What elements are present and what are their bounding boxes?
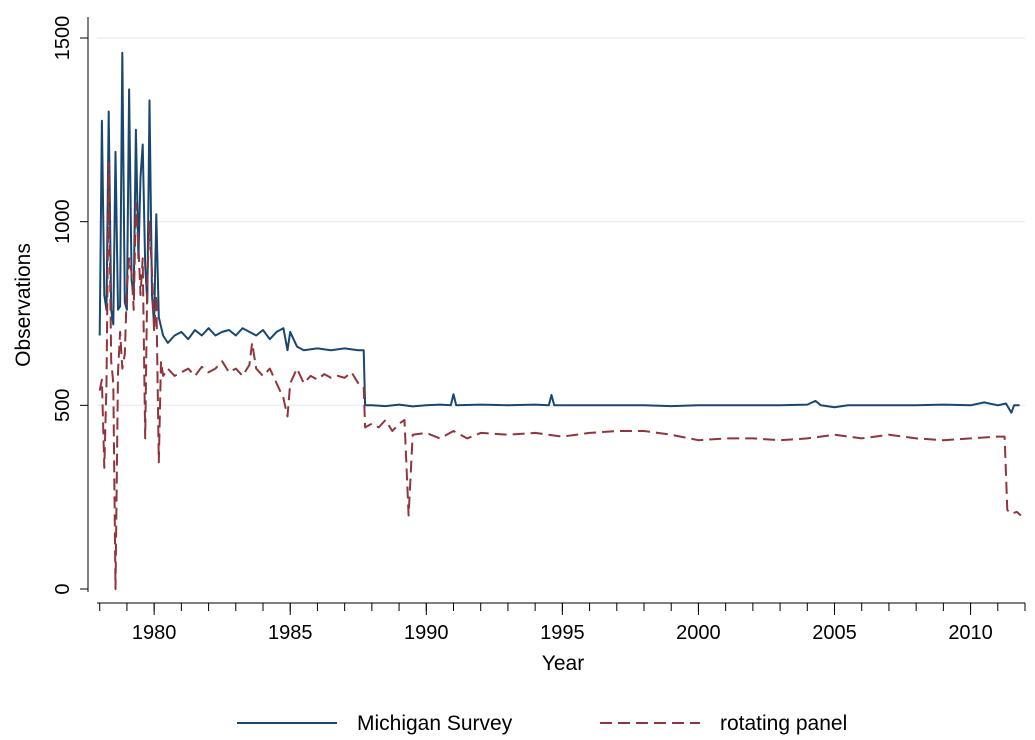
x-tick-label-2000: 2000 (676, 622, 721, 644)
y-axis-title: Observations (12, 243, 35, 367)
legend-label-rotating-panel: rotating panel (720, 712, 847, 735)
y-tick-label-1000: 1000 (52, 199, 74, 244)
x-tick-label-2005: 2005 (812, 622, 857, 644)
x-tick-label-1985: 1985 (268, 622, 313, 644)
legend: Michigan Survey rotating panel (237, 712, 847, 735)
y-ticks: 0 500 1000 1500 (52, 16, 88, 595)
x-tick-label-2010: 2010 (948, 622, 993, 644)
x-tick-label-1980: 1980 (132, 622, 177, 644)
gridlines (97, 37, 1025, 406)
y-tick-label-0: 0 (52, 583, 74, 594)
x-ticks: 1980 1985 1990 1995 2000 2005 2010 (99, 603, 1026, 644)
x-axis-title: Year (542, 652, 584, 675)
series-line-michigan-survey (98, 51, 1020, 414)
x-tick-label-1995: 1995 (540, 622, 585, 644)
x-tick-label-1990: 1990 (404, 622, 449, 644)
y-tick-label-1500: 1500 (52, 16, 74, 61)
axes (87, 17, 1025, 604)
legend-label-michigan-survey: Michigan Survey (357, 712, 513, 735)
y-tick-label-500: 500 (52, 389, 74, 422)
series-lines (98, 51, 1022, 590)
series-line-rotating-panel (98, 161, 1022, 590)
